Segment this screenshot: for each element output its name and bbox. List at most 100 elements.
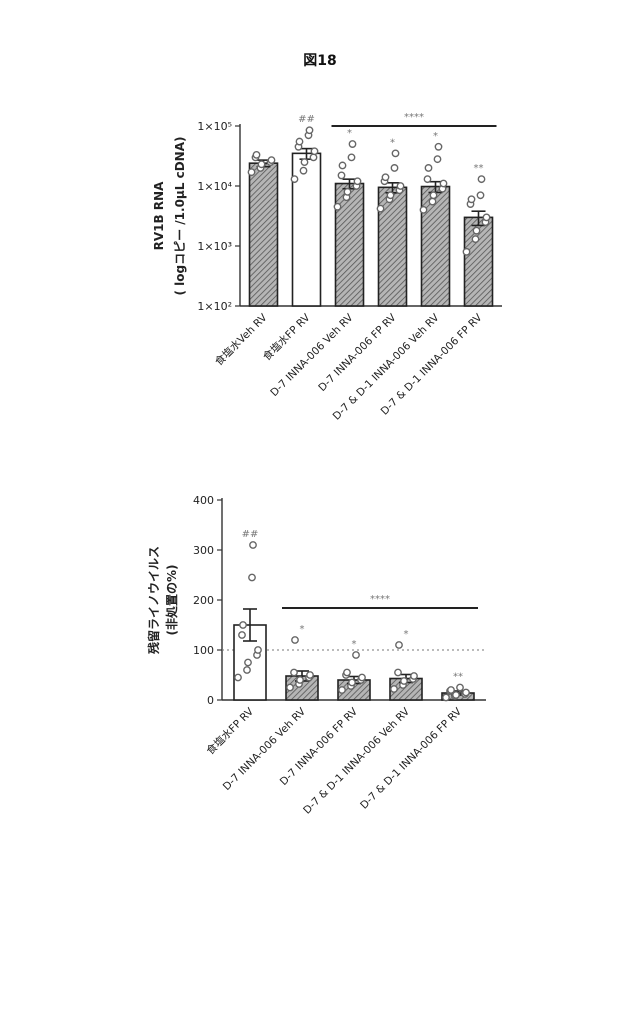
y-tick-label: 400 xyxy=(193,494,214,507)
data-point xyxy=(420,207,426,213)
data-point xyxy=(245,659,251,665)
data-point xyxy=(306,127,312,133)
y-tick-label: 0 xyxy=(207,694,214,707)
data-point xyxy=(291,669,297,675)
data-point xyxy=(349,679,355,685)
y-tick-label: 100 xyxy=(193,644,214,657)
y-axis-title-line1: 残留ライノウイルス xyxy=(146,546,161,654)
data-point xyxy=(391,165,397,171)
data-point xyxy=(300,167,306,173)
data-point xyxy=(392,150,398,156)
data-point xyxy=(249,574,255,580)
group-significance-mark: ## xyxy=(298,114,315,125)
y-tick-label: 1×10⁴ xyxy=(197,180,232,193)
y-tick-label: 1×10³ xyxy=(197,240,232,253)
y-axis-title-line2: ( logコピー /1.0μL cDNA) xyxy=(173,137,187,296)
category-label: D-7 & D-1 INNA-006 FP RV xyxy=(358,705,465,812)
data-point xyxy=(411,673,417,679)
data-point xyxy=(334,204,340,210)
data-point xyxy=(253,152,259,158)
data-point xyxy=(440,180,446,186)
group-significance-mark: * xyxy=(300,624,305,635)
data-point xyxy=(307,672,313,678)
data-point xyxy=(359,674,365,680)
data-point xyxy=(235,674,241,680)
data-point xyxy=(477,192,483,198)
group-significance-mark: * xyxy=(404,629,409,640)
data-point xyxy=(468,196,474,202)
y-tick-label: 1×10² xyxy=(197,300,232,313)
data-point xyxy=(311,148,317,154)
group-significance-mark: ## xyxy=(242,529,259,540)
data-point xyxy=(463,689,469,695)
group-significance-mark: ** xyxy=(474,163,484,174)
data-point xyxy=(353,652,359,658)
data-point xyxy=(248,169,254,175)
data-point xyxy=(297,677,303,683)
data-point xyxy=(472,236,478,242)
group-significance-mark: * xyxy=(390,137,395,148)
data-point xyxy=(483,214,489,220)
data-point xyxy=(434,156,440,162)
data-point xyxy=(344,189,350,195)
bar xyxy=(379,187,407,306)
data-point xyxy=(240,622,246,628)
group-significance-mark: * xyxy=(433,131,438,142)
data-point xyxy=(473,227,479,233)
data-point xyxy=(453,692,459,698)
group-significance-mark: ** xyxy=(453,672,463,683)
residual-virus-chart: 400 300 200 100 0 残留ライノウイルス(非処置の%) ## 食塩水FP RV *… xyxy=(0,470,640,1030)
data-point xyxy=(349,141,355,147)
data-point xyxy=(478,176,484,182)
group-significance-mark: * xyxy=(347,128,352,139)
data-point xyxy=(354,178,360,184)
y-tick-label: 300 xyxy=(193,544,214,557)
data-point xyxy=(448,687,454,693)
data-point xyxy=(443,694,449,700)
category-label: D-7 INNA-006 FP RV xyxy=(316,311,399,394)
significance-label: **** xyxy=(370,594,390,605)
y-axis-title-line2: (非処置の%) xyxy=(164,565,179,636)
data-point xyxy=(395,669,401,675)
category-label: D-7 INNA-006 Veh RV xyxy=(268,311,356,399)
data-point xyxy=(338,172,344,178)
data-point xyxy=(348,154,354,160)
significance-label: **** xyxy=(404,112,424,123)
data-point xyxy=(424,176,430,182)
data-point xyxy=(463,249,469,255)
data-point xyxy=(457,684,463,690)
group-significance-mark: * xyxy=(352,639,357,650)
data-point xyxy=(268,157,274,163)
data-point xyxy=(292,637,298,643)
data-point xyxy=(239,632,245,638)
bar xyxy=(422,187,450,306)
data-point xyxy=(429,198,435,204)
category-label: D-7 & D-1 INNA-006 Veh RV xyxy=(301,705,413,817)
data-point xyxy=(397,183,403,189)
y-axis-title-line1: RV1B RNA xyxy=(152,181,166,250)
data-point xyxy=(244,667,250,673)
y-tick-label: 200 xyxy=(193,594,214,607)
data-point xyxy=(287,684,293,690)
category-label: 食塩水Veh RV xyxy=(212,310,270,368)
data-point xyxy=(387,192,393,198)
category-label: 食塩水FP RV xyxy=(204,704,257,757)
data-point xyxy=(344,669,350,675)
bar xyxy=(250,163,278,306)
data-point xyxy=(401,678,407,684)
data-point xyxy=(396,642,402,648)
data-point xyxy=(425,165,431,171)
data-point xyxy=(250,542,256,548)
data-point xyxy=(430,192,436,198)
data-point xyxy=(296,138,302,144)
data-point xyxy=(391,686,397,692)
data-point xyxy=(310,154,316,160)
data-point xyxy=(339,162,345,168)
rna-copies-chart: 1×10⁵ 1×10⁴ 1×10³ 1×10² RV1B RNA ( logコピー /1.… xyxy=(0,0,640,470)
data-point xyxy=(291,176,297,182)
data-point xyxy=(377,205,383,211)
data-point xyxy=(339,687,345,693)
data-point xyxy=(435,144,441,150)
bar xyxy=(336,184,364,306)
y-tick-label: 1×10⁵ xyxy=(197,120,232,133)
